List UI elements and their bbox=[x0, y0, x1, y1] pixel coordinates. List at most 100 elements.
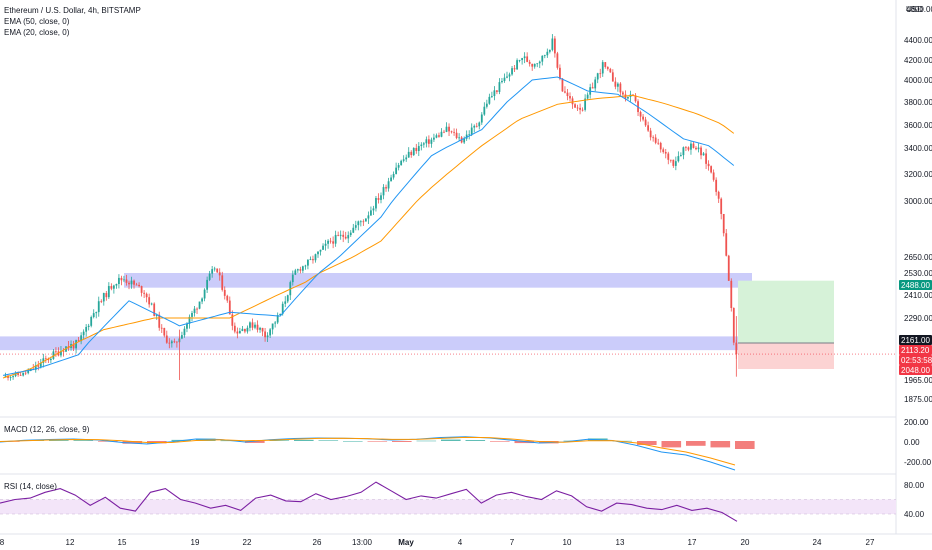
candle-body bbox=[359, 221, 362, 223]
candle-body bbox=[110, 286, 113, 289]
time-tick-label: 19 bbox=[191, 538, 200, 547]
macd-signal-line bbox=[0, 436, 736, 466]
macd-histogram-bar bbox=[269, 440, 290, 441]
candle-body bbox=[488, 96, 491, 104]
candle-body bbox=[281, 303, 284, 314]
candle-body bbox=[594, 79, 597, 89]
candle-body bbox=[377, 198, 380, 200]
candle-body bbox=[579, 107, 581, 110]
price-badge-label: 2048.00 bbox=[901, 366, 930, 375]
candle-body bbox=[188, 316, 191, 324]
candle-body bbox=[337, 234, 340, 236]
candle-body bbox=[291, 274, 294, 283]
candle-body bbox=[191, 313, 193, 317]
candle-body bbox=[478, 122, 481, 127]
candle-body bbox=[559, 67, 561, 79]
candle-body bbox=[299, 269, 302, 271]
time-tick-label: 22 bbox=[243, 538, 252, 547]
candle-body bbox=[296, 269, 299, 271]
zone-support bbox=[0, 336, 752, 351]
candle-body bbox=[480, 114, 483, 123]
position-loss-zone bbox=[738, 343, 834, 369]
candle-body bbox=[118, 277, 120, 284]
candle-body bbox=[397, 165, 400, 168]
candle-body bbox=[402, 159, 405, 161]
price-tick-label: 2650.00 bbox=[904, 253, 932, 262]
macd-histogram-bar bbox=[343, 441, 363, 442]
price-tick-label: 3400.00 bbox=[904, 144, 932, 153]
candle-body bbox=[44, 358, 47, 360]
macd-histogram-bar bbox=[465, 440, 486, 441]
macd-histogram-bar bbox=[637, 441, 657, 445]
price-badge bbox=[899, 280, 932, 290]
candle-body bbox=[75, 340, 77, 349]
candle-body bbox=[685, 147, 687, 149]
macd-histogram-bar bbox=[73, 440, 94, 441]
candle-body bbox=[261, 327, 264, 332]
candle-body bbox=[133, 280, 135, 285]
candle-body bbox=[92, 313, 95, 318]
candle-body bbox=[216, 268, 219, 273]
chart-title: Ethereum / U.S. Dollar, 4h, BITSTAMP bbox=[4, 6, 141, 15]
rsi-band bbox=[0, 499, 896, 514]
candle-body bbox=[523, 56, 526, 59]
time-tick-label: 15 bbox=[118, 538, 127, 547]
candle-body bbox=[468, 134, 471, 136]
candle-body bbox=[664, 152, 667, 154]
candle-body bbox=[672, 159, 675, 166]
candle-body bbox=[150, 303, 153, 305]
macd-histogram-bar bbox=[367, 441, 388, 442]
ema20-line bbox=[2, 76, 735, 376]
candle-body bbox=[412, 147, 415, 156]
price-pane bbox=[0, 0, 932, 535]
time-tick-label: 13:00 bbox=[352, 538, 373, 547]
candle-body bbox=[455, 132, 458, 139]
candle-body bbox=[334, 234, 337, 244]
candle-body bbox=[609, 68, 612, 73]
price-badge-label: 2161.00 bbox=[901, 336, 930, 345]
candle-body bbox=[458, 137, 461, 139]
candle-body bbox=[649, 130, 652, 138]
macd-histogram-bar bbox=[710, 441, 731, 448]
time-tick-label: 24 bbox=[813, 538, 822, 547]
time-tick-label: 13 bbox=[616, 538, 625, 547]
price-tick-label: 2530.00 bbox=[904, 269, 932, 278]
time-tick-label: 17 bbox=[688, 538, 697, 547]
candle-body bbox=[173, 341, 176, 343]
price-tick-label: 3600.00 bbox=[904, 121, 932, 130]
candle-body bbox=[100, 301, 103, 303]
price-tick-label: 2290.00 bbox=[904, 314, 932, 323]
candle-body bbox=[564, 91, 566, 93]
candle-body bbox=[548, 49, 551, 52]
candle-body bbox=[128, 282, 130, 285]
candle-body bbox=[546, 51, 549, 56]
macd-histogram-bar bbox=[122, 441, 143, 444]
candle-body bbox=[90, 317, 93, 326]
candle-body bbox=[521, 58, 524, 60]
candle-body bbox=[440, 131, 443, 137]
candle-body bbox=[317, 251, 319, 255]
rsi-pane bbox=[0, 481, 896, 522]
candle-body bbox=[183, 328, 186, 336]
candle-body bbox=[49, 358, 52, 361]
candle-body bbox=[485, 103, 488, 107]
candle-body bbox=[304, 265, 307, 267]
candle-body bbox=[392, 173, 395, 178]
candle-body bbox=[576, 107, 579, 109]
price-badge-label: 2113.20 bbox=[901, 346, 930, 355]
candle-body bbox=[319, 249, 322, 252]
candle-body bbox=[155, 314, 158, 316]
candle-body bbox=[619, 83, 622, 93]
candle-body bbox=[571, 98, 574, 105]
candle-body bbox=[138, 284, 140, 287]
candle-body bbox=[102, 293, 105, 302]
candle-body bbox=[165, 335, 168, 343]
candle-body bbox=[415, 147, 418, 152]
candle-body bbox=[687, 147, 690, 150]
candle-body bbox=[553, 38, 556, 54]
candle-body bbox=[541, 55, 544, 62]
candle-body bbox=[543, 55, 546, 57]
time-tick-label: 27 bbox=[866, 538, 875, 547]
candle-body bbox=[160, 327, 163, 329]
